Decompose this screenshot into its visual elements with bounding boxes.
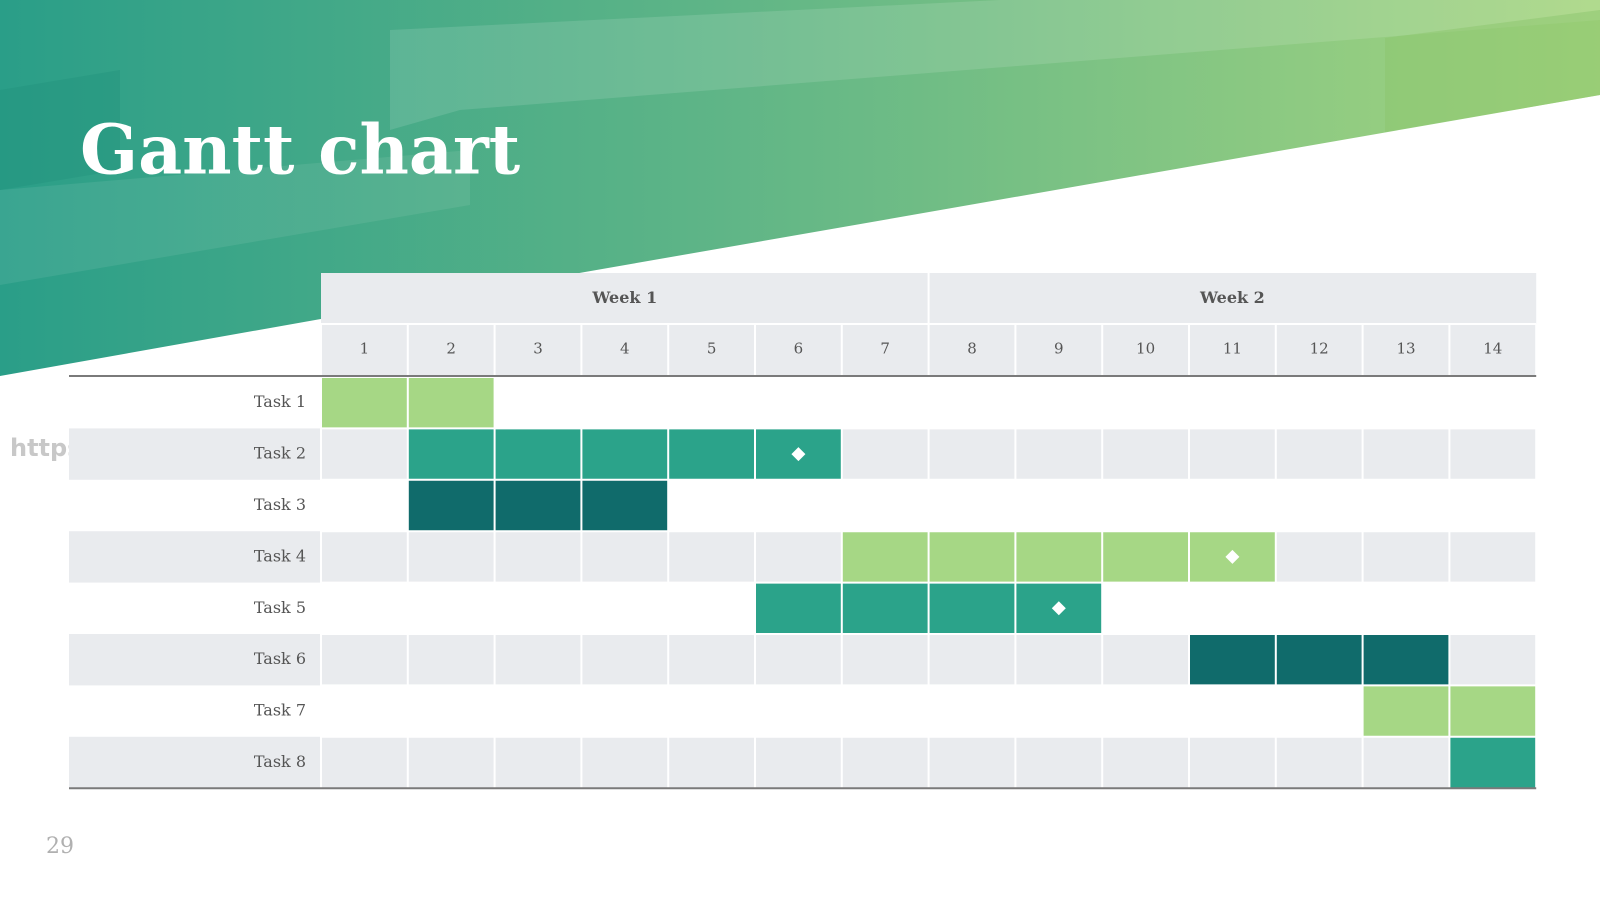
title: Gantt chart: [80, 111, 521, 191]
day-label: 6: [794, 340, 804, 358]
banner-stripe: [390, 0, 1600, 130]
day-label: 8: [967, 340, 977, 358]
task-label: Task 7: [254, 701, 306, 720]
day-label: 13: [1396, 340, 1415, 358]
page-number: 29: [46, 834, 74, 859]
task-bar: [407, 479, 669, 532]
task-label: Task 1: [254, 392, 306, 411]
task-label: Task 8: [254, 752, 306, 771]
day-label: 12: [1310, 340, 1329, 358]
row-bg: [69, 736, 1537, 789]
milestone: [791, 447, 806, 462]
task-bar: [841, 531, 1276, 583]
banner-stripe: [1385, 10, 1600, 132]
task-label: Task 2: [254, 444, 306, 463]
task-bar: [1189, 634, 1450, 686]
week-label: Week 1: [591, 288, 657, 307]
milestone: [1051, 601, 1066, 616]
milestone: [1225, 549, 1240, 564]
task-label: Task 3: [254, 495, 306, 514]
day-label: 1: [360, 340, 370, 358]
banner-stripe: [0, 150, 470, 285]
day-label: 3: [533, 340, 543, 358]
day-label: 4: [620, 340, 630, 358]
day-label: 7: [880, 340, 890, 358]
row-bg: [69, 531, 1537, 583]
day-label: 14: [1483, 340, 1502, 358]
week-label: Week 2: [1199, 288, 1265, 307]
day-label: 10: [1136, 340, 1155, 358]
day-label: 5: [707, 340, 717, 358]
day-label: 11: [1223, 340, 1242, 358]
task-label: Task 5: [254, 598, 306, 617]
day-label: 2: [446, 340, 456, 358]
task-bar: [407, 428, 842, 480]
banner-stripe: [0, 70, 120, 190]
task-label: Task 4: [254, 546, 306, 565]
task-label: Task 6: [254, 649, 306, 668]
task-bar: [1449, 736, 1537, 789]
day-label: 9: [1054, 340, 1064, 358]
